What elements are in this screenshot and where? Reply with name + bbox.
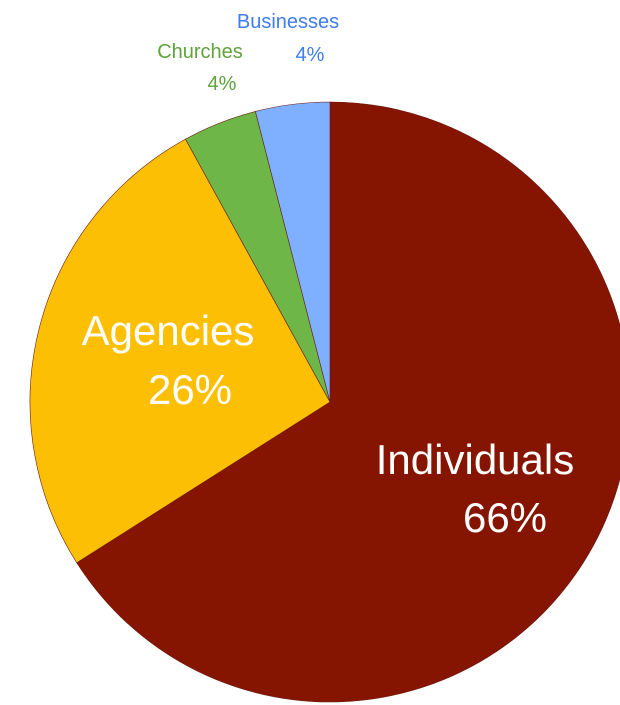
label-agencies: Agencies (82, 307, 255, 354)
pie-slice-individuals (76, 101, 620, 703)
pie-slice-businesses (255, 101, 331, 403)
label-businesses: Businesses (237, 11, 339, 33)
label-individuals: Individuals (376, 436, 574, 483)
value-churches: 4% (208, 73, 237, 95)
value-individuals: 66% (463, 494, 547, 541)
value-businesses: 4% (296, 44, 325, 66)
value-agencies: 26% (148, 366, 232, 413)
pie-slices (29, 101, 620, 703)
pie-slice-agencies (29, 138, 331, 564)
label-churches: Churches (157, 41, 243, 63)
